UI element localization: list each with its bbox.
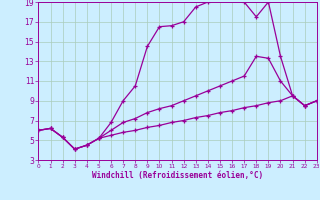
X-axis label: Windchill (Refroidissement éolien,°C): Windchill (Refroidissement éolien,°C) [92, 171, 263, 180]
